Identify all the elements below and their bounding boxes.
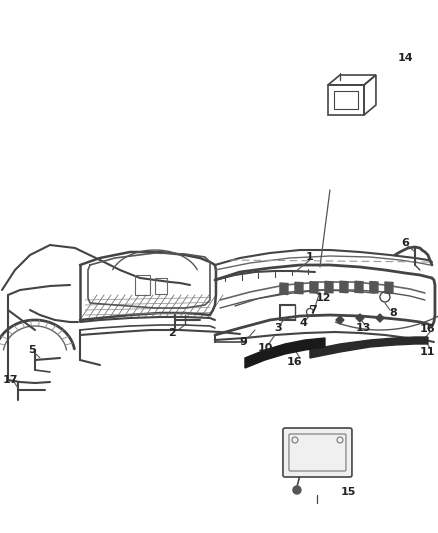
Text: 9: 9 <box>239 337 247 347</box>
Polygon shape <box>325 281 333 293</box>
Polygon shape <box>245 338 325 368</box>
Text: 17: 17 <box>2 375 18 385</box>
Polygon shape <box>385 282 393 294</box>
Bar <box>155 278 167 294</box>
Text: 12: 12 <box>315 293 331 303</box>
Text: 11: 11 <box>419 347 434 357</box>
Text: 14: 14 <box>398 53 414 63</box>
Bar <box>328 85 364 115</box>
Text: 7: 7 <box>309 305 317 315</box>
Text: 2: 2 <box>168 328 176 338</box>
FancyBboxPatch shape <box>283 428 352 477</box>
Circle shape <box>293 486 301 494</box>
Text: 6: 6 <box>401 238 409 248</box>
Bar <box>135 275 150 295</box>
Text: 3: 3 <box>274 323 282 333</box>
Polygon shape <box>370 281 378 293</box>
Text: 10: 10 <box>257 343 272 353</box>
Polygon shape <box>310 282 318 293</box>
Text: 15: 15 <box>340 487 356 497</box>
Polygon shape <box>295 282 303 294</box>
Polygon shape <box>355 281 363 293</box>
Text: 16: 16 <box>287 357 303 367</box>
Text: 16: 16 <box>420 324 436 334</box>
Text: 5: 5 <box>28 345 36 355</box>
Polygon shape <box>310 337 428 358</box>
Text: 1: 1 <box>306 252 314 262</box>
Polygon shape <box>340 281 348 293</box>
Polygon shape <box>280 283 288 295</box>
Bar <box>334 91 358 109</box>
Text: 13: 13 <box>355 323 371 333</box>
Text: 4: 4 <box>299 318 307 328</box>
Text: 8: 8 <box>389 308 397 318</box>
